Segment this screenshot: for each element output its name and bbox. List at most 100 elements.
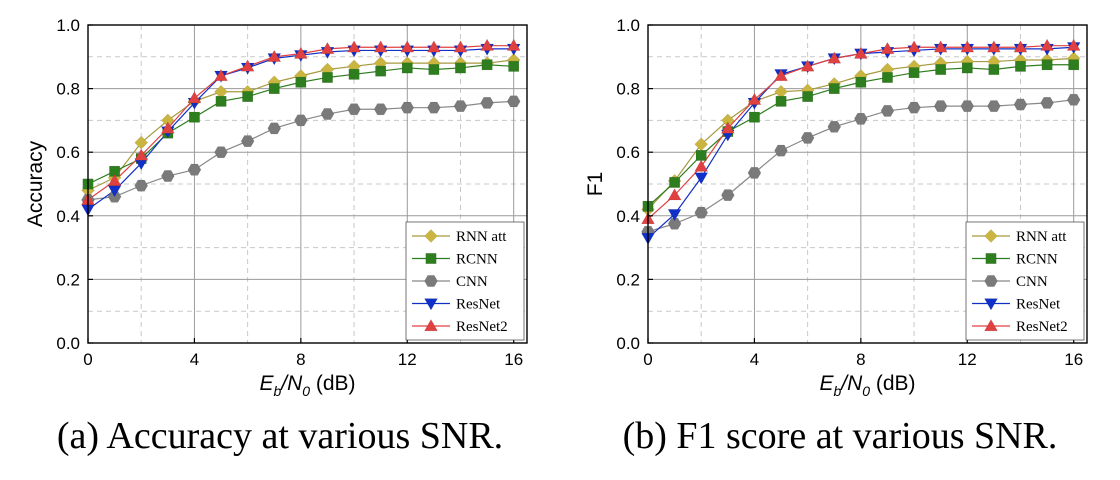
data-point-rcnn bbox=[428, 64, 440, 75]
data-point-rcnn bbox=[988, 64, 1000, 75]
data-point-resnet2 bbox=[694, 159, 709, 172]
data-point-cnn bbox=[427, 101, 441, 114]
data-point-cnn bbox=[667, 217, 682, 230]
y-tick-label: 0.6 bbox=[56, 143, 80, 162]
data-point-rcnn bbox=[401, 62, 413, 74]
data-point-resnet2 bbox=[907, 40, 921, 53]
data-point-resnet bbox=[694, 172, 709, 185]
data-point-rcnn bbox=[669, 176, 681, 188]
x-axis-label-part: (dB) bbox=[870, 372, 916, 395]
series-markers-cnn bbox=[641, 93, 1081, 238]
x-axis-label-part: 0 bbox=[862, 383, 870, 399]
data-point-rcnn bbox=[828, 83, 840, 95]
data-point-rcnn bbox=[242, 91, 254, 102]
data-point-resnet2 bbox=[720, 121, 735, 134]
data-point-resnet2 bbox=[506, 38, 521, 51]
data-point-resnet2 bbox=[1040, 38, 1055, 51]
data-point-cnn bbox=[161, 170, 175, 182]
data-point-resnet2 bbox=[187, 91, 202, 104]
x-axis-label-part: E bbox=[819, 372, 834, 395]
legend-item-cnn: CNN bbox=[972, 274, 1048, 290]
data-point-resnet2 bbox=[827, 51, 842, 64]
data-point-cnn bbox=[1040, 97, 1054, 109]
data-point-rcnn bbox=[1041, 59, 1053, 71]
legend-marker bbox=[425, 253, 437, 264]
data-point-rcnn bbox=[268, 83, 280, 95]
x-tick-label: 0 bbox=[643, 350, 652, 369]
tick-labels: 0 4 8 12 16 0.0 0.2 0.4 0.6 0.8 1.0 bbox=[56, 16, 523, 369]
data-point-rcnn bbox=[348, 68, 360, 80]
data-point-cnn bbox=[187, 163, 202, 176]
data-point-cnn bbox=[267, 122, 282, 135]
y-tick-label: 0.2 bbox=[56, 270, 80, 289]
data-point-cnn bbox=[347, 103, 361, 116]
data-point-cnn bbox=[933, 100, 948, 112]
data-point-cnn bbox=[400, 101, 415, 114]
legend-item-resnet2: ResNet2 bbox=[412, 318, 508, 335]
legend-marker bbox=[985, 253, 997, 264]
data-point-cnn bbox=[721, 189, 735, 202]
data-point-resnet2 bbox=[107, 173, 122, 186]
legend-item-rcnn: RCNN bbox=[412, 252, 498, 268]
data-point-resnet2 bbox=[960, 40, 975, 53]
legend-item-resnet2: ResNet2 bbox=[972, 318, 1068, 335]
y-tick-label: 0.0 bbox=[616, 334, 640, 353]
data-point-rcnn bbox=[481, 59, 493, 71]
legend-label: ResNet2 bbox=[456, 319, 508, 335]
x-axis-label-part: /N bbox=[839, 372, 863, 395]
data-point-cnn bbox=[294, 114, 308, 127]
data-point-rcnn bbox=[855, 76, 867, 88]
data-point-rcnn bbox=[961, 62, 973, 74]
x-tick-label: 12 bbox=[398, 350, 417, 369]
data-point-cnn bbox=[453, 100, 468, 112]
y-axis-label: F1 bbox=[584, 172, 607, 197]
legend-item-resnet: ResNet bbox=[412, 297, 501, 313]
legend-item-rcnn: RCNN bbox=[972, 252, 1058, 268]
y-tick-label: 1.0 bbox=[56, 16, 80, 35]
data-point-resnet2 bbox=[853, 46, 868, 59]
data-point-cnn bbox=[1066, 93, 1081, 106]
data-point-resnet2 bbox=[800, 59, 815, 72]
data-point-cnn bbox=[827, 120, 842, 133]
data-point-rcnn bbox=[295, 76, 307, 88]
data-point-cnn bbox=[373, 103, 388, 116]
accuracy-chart-caption: (a) Accuracy at various SNR. bbox=[56, 415, 504, 457]
legend-marker bbox=[424, 298, 438, 311]
legend-marker bbox=[984, 275, 998, 287]
legend-label: CNN bbox=[456, 274, 488, 290]
data-point-rcnn bbox=[322, 72, 333, 83]
data-point-rcnn bbox=[1068, 59, 1080, 71]
data-point-cnn bbox=[694, 206, 708, 219]
data-point-resnet2 bbox=[986, 40, 1001, 53]
data-point-rcnn bbox=[455, 62, 466, 74]
data-point-cnn bbox=[774, 144, 788, 157]
x-axis-label: Eb/N0 (dB) bbox=[819, 372, 915, 399]
x-tick-label: 8 bbox=[296, 350, 305, 369]
data-point-resnet2 bbox=[426, 40, 441, 53]
data-point-resnet2 bbox=[373, 40, 388, 53]
data-point-cnn bbox=[880, 104, 895, 117]
legend-label: ResNet bbox=[456, 297, 501, 313]
legend-label: ResNet bbox=[1016, 297, 1061, 313]
data-point-resnet2 bbox=[480, 38, 495, 51]
data-point-cnn bbox=[320, 108, 335, 120]
data-point-rcnn bbox=[748, 111, 760, 123]
axes-frame bbox=[647, 24, 1088, 344]
legend-item-cnn: CNN bbox=[412, 274, 488, 290]
x-axis-label-part: E bbox=[259, 372, 274, 395]
data-point-rcnn bbox=[188, 111, 200, 123]
data-point-resnet2 bbox=[347, 40, 361, 53]
data-point-rcnn bbox=[215, 95, 227, 107]
data-point-resnet bbox=[667, 209, 682, 222]
data-point-resnet2 bbox=[134, 148, 149, 161]
data-point-resnet2 bbox=[1013, 40, 1028, 53]
data-point-cnn bbox=[506, 95, 521, 108]
axes-frame bbox=[87, 24, 528, 344]
y-tick-label: 0.4 bbox=[56, 207, 80, 226]
legend-marker bbox=[984, 298, 998, 311]
data-point-resnet2 bbox=[747, 92, 762, 105]
data-point-resnet2 bbox=[400, 40, 415, 53]
data-point-rcnn bbox=[935, 64, 947, 75]
data-point-cnn bbox=[800, 132, 815, 144]
